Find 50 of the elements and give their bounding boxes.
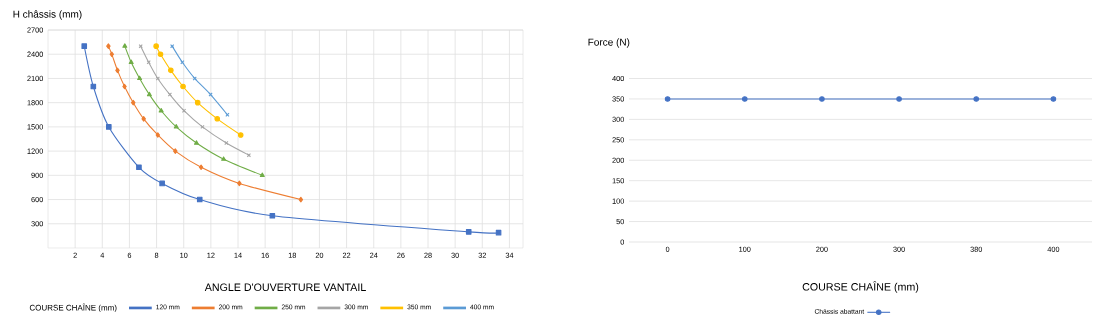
point xyxy=(237,180,242,187)
point xyxy=(181,108,187,113)
point xyxy=(146,60,151,65)
point xyxy=(155,132,161,138)
point xyxy=(136,164,142,171)
point xyxy=(141,116,146,122)
legend-title: COURSE CHAÎNE (mm) xyxy=(29,303,117,313)
point xyxy=(193,140,199,145)
point xyxy=(105,124,112,130)
y-axis-title: H châssis (mm) xyxy=(13,10,82,20)
point xyxy=(167,92,173,97)
point xyxy=(259,172,265,178)
point xyxy=(173,148,178,154)
point xyxy=(196,196,203,203)
point xyxy=(200,124,205,130)
point xyxy=(81,43,88,49)
point xyxy=(153,43,159,49)
point xyxy=(109,51,115,58)
point xyxy=(180,60,185,65)
point xyxy=(214,116,221,122)
point xyxy=(146,91,152,97)
point xyxy=(106,43,111,49)
x-axis-title: COURSE CHAÎNE (mm) xyxy=(802,281,919,293)
point xyxy=(224,140,229,146)
point xyxy=(221,156,227,161)
point xyxy=(115,67,120,74)
point xyxy=(208,92,213,97)
point xyxy=(173,124,179,129)
point xyxy=(137,75,143,81)
y-axis-title: Force (N) xyxy=(588,38,630,48)
point xyxy=(158,107,164,113)
point xyxy=(298,196,304,203)
x-axis-title: ANGLE D'OUVERTURE VANTAIL xyxy=(204,283,366,292)
point xyxy=(180,83,186,90)
point xyxy=(90,83,97,90)
point xyxy=(192,76,197,81)
point xyxy=(495,229,502,236)
point xyxy=(155,76,160,81)
point xyxy=(122,43,128,48)
point xyxy=(128,59,134,64)
point xyxy=(130,99,136,106)
point xyxy=(168,67,174,74)
point xyxy=(198,164,204,171)
point xyxy=(237,132,244,138)
point xyxy=(194,99,201,106)
point xyxy=(159,180,165,187)
point xyxy=(269,212,276,219)
point xyxy=(122,83,127,90)
point xyxy=(157,51,164,58)
point xyxy=(465,229,472,235)
